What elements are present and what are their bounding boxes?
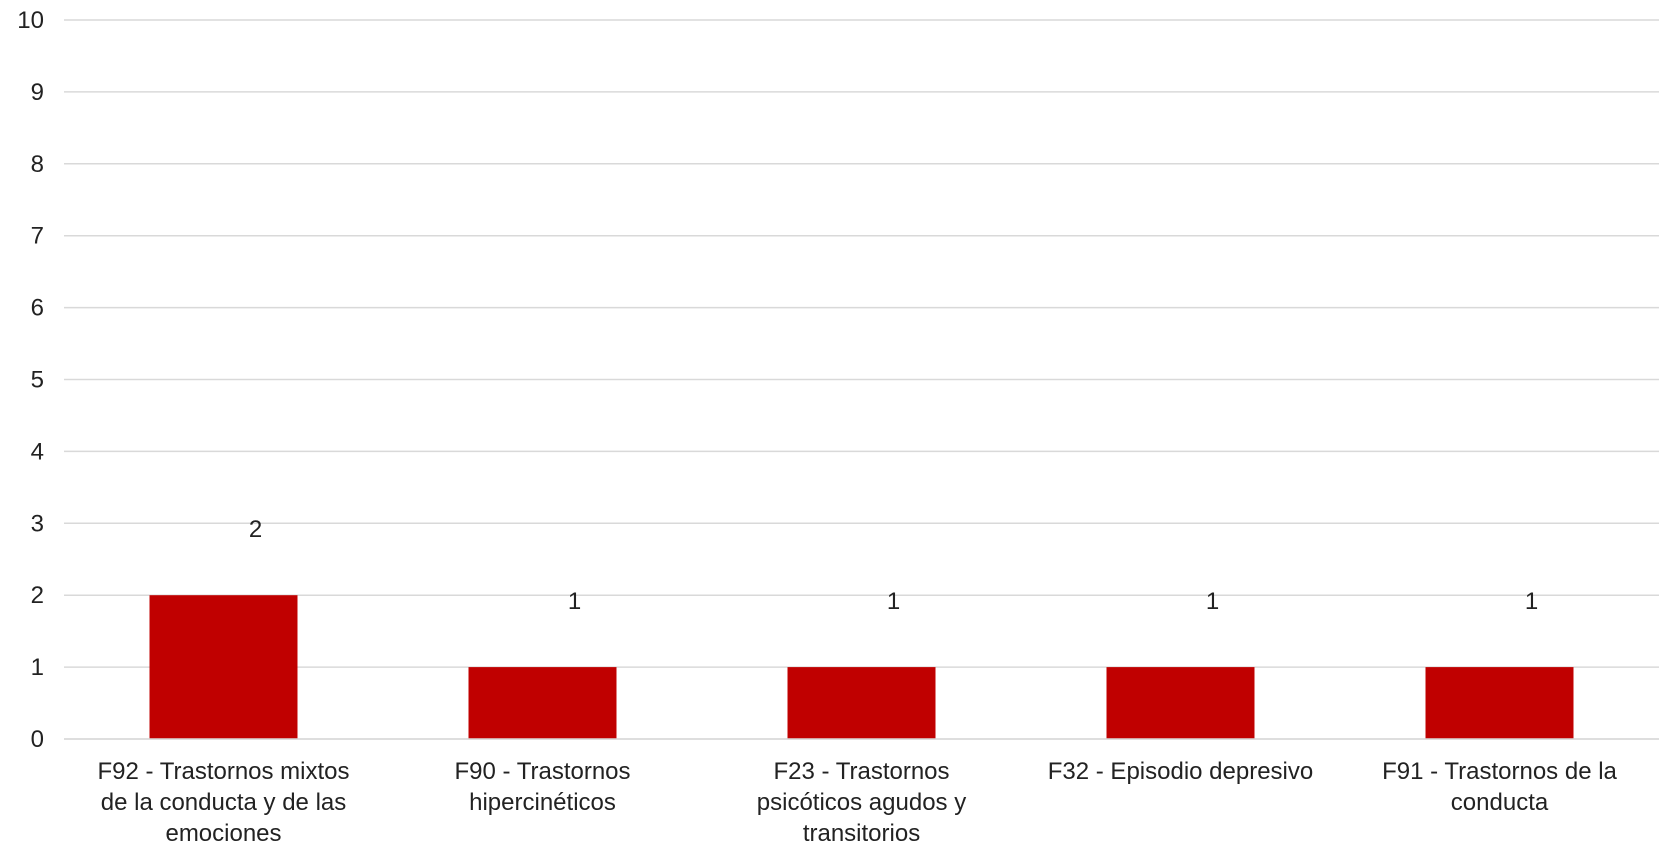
bar [1106,667,1255,739]
y-tick-label: 1 [31,654,44,681]
y-tick-label: 7 [31,223,44,250]
y-tick-label: 9 [31,79,44,106]
data-label: 1 [1206,588,1219,615]
bar [468,667,617,739]
x-tick-label: F92 - Trastornos mixtos de la conducta y… [97,758,350,847]
data-label: 2 [249,516,262,543]
y-tick-label: 4 [31,438,44,465]
data-label: 1 [568,588,581,615]
data-label: 1 [1525,588,1538,615]
x-tick-label: F23 - Trastornos psicóticos agudos y tra… [756,758,967,847]
bar [149,595,298,739]
data-label: 1 [887,588,900,615]
x-tick-label: F32 - Episodio depresivo [1047,758,1314,785]
bar [1425,667,1574,739]
y-tick-label: 8 [31,151,44,178]
x-tick-label: F90 - Trastornos hipercinéticos [454,758,631,816]
x-tick-label: F91 - Trastornos de la conducta [1382,758,1617,816]
y-tick-label: 6 [31,295,44,322]
y-tick-label: 5 [31,367,44,394]
bar [787,667,936,739]
y-tick-label: 10 [17,7,44,34]
y-tick-label: 2 [31,582,44,609]
y-tick-label: 0 [31,726,44,753]
y-tick-label: 3 [31,510,44,537]
